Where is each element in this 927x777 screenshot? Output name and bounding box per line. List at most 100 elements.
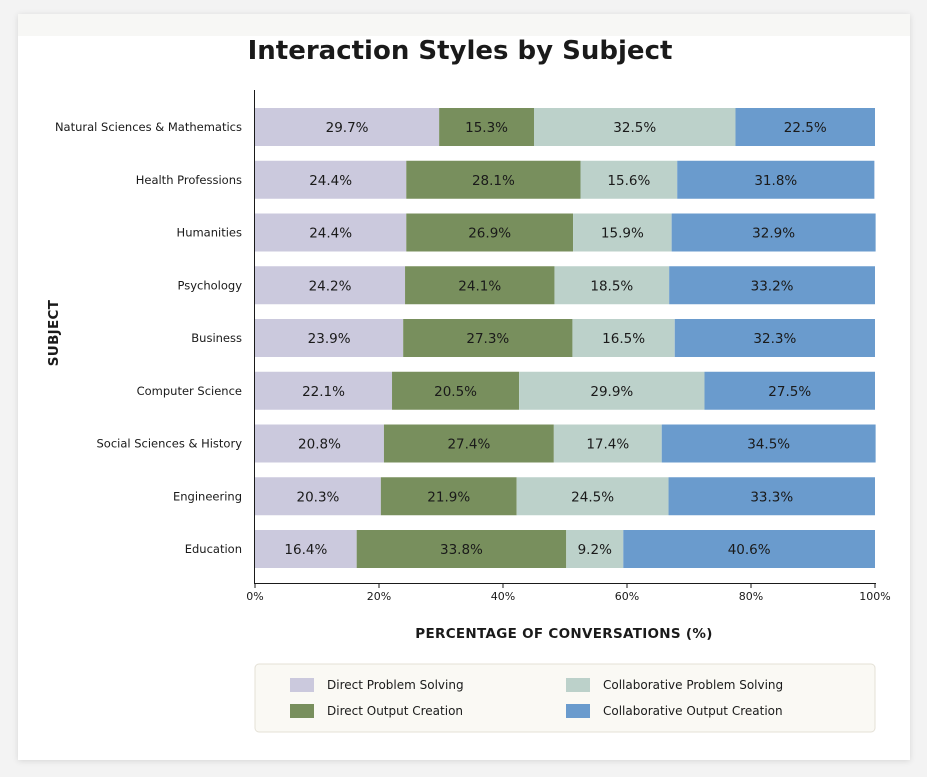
category-label: Engineering <box>173 489 242 503</box>
data-label: 32.9% <box>752 226 795 242</box>
data-label: 29.7% <box>326 120 369 136</box>
bar-segment <box>405 266 555 305</box>
bar-segment <box>553 424 662 463</box>
data-label: 21.9% <box>427 489 470 505</box>
bar-segment <box>403 319 573 357</box>
data-label: 17.4% <box>586 437 629 453</box>
data-label: 18.5% <box>590 278 633 294</box>
legend-entry: Direct Output Creation <box>327 704 463 718</box>
bar-segment <box>356 530 567 568</box>
bar-segment <box>566 530 624 568</box>
bar-segment <box>516 477 669 516</box>
x-tick-label: 100% <box>859 590 890 603</box>
bar-segment <box>519 371 705 410</box>
bar-segment <box>255 371 393 410</box>
data-label: 24.2% <box>309 278 352 294</box>
bar-segment <box>669 266 875 305</box>
chart-title: Interaction Styles by Subject <box>248 36 673 66</box>
data-label: 22.5% <box>784 120 827 136</box>
legend: Direct Problem Solving Collaborative Prob… <box>254 663 876 733</box>
bar-segment <box>671 213 876 252</box>
legend-box <box>254 663 876 733</box>
legend-swatch <box>566 704 590 718</box>
bar-segment <box>668 477 875 516</box>
data-label: 9.2% <box>578 542 612 558</box>
data-label: 33.2% <box>751 278 794 294</box>
bar-segment <box>255 160 407 199</box>
bar-segment <box>674 319 875 357</box>
x-tick-label: 20% <box>367 590 391 603</box>
data-label: 28.1% <box>472 173 515 189</box>
bar-segment <box>735 108 875 146</box>
data-label: 27.4% <box>447 437 490 453</box>
bar-segment <box>255 424 384 463</box>
bar-segment <box>580 160 678 199</box>
bar-segment <box>255 266 406 305</box>
x-tick-label: 60% <box>615 590 639 603</box>
category-label: Humanities <box>177 226 242 240</box>
bar-segment <box>255 108 440 146</box>
data-label: 29.9% <box>590 384 633 400</box>
legend-entry: Collaborative Problem Solving <box>603 678 783 692</box>
data-label: 32.5% <box>613 120 656 136</box>
data-label: 15.6% <box>607 173 650 189</box>
bar-segment <box>255 530 357 568</box>
data-label: 20.5% <box>434 384 477 400</box>
legend-swatch <box>290 678 314 692</box>
legend-swatch <box>566 678 590 692</box>
data-label: 26.9% <box>468 226 511 242</box>
bar-segment <box>406 160 581 199</box>
bar-segment <box>572 319 675 357</box>
data-label: 31.8% <box>754 173 797 189</box>
data-label: 40.6% <box>728 542 771 558</box>
card-top-band <box>18 14 910 36</box>
y-axis-title: SUBJECT <box>46 299 62 366</box>
category-label: Social Sciences & History <box>96 437 242 451</box>
data-label: 15.9% <box>601 226 644 242</box>
bar-segment <box>406 213 574 252</box>
data-label: 23.9% <box>308 331 351 347</box>
bar-segment <box>554 266 670 305</box>
data-label: 34.5% <box>747 437 790 453</box>
x-axis-ticks: 0% 20% 40% 60% 80% 100% <box>246 583 891 603</box>
legend-entry: Direct Problem Solving <box>327 678 464 692</box>
x-axis-title: PERCENTAGE OF CONVERSATIONS (%) <box>415 626 712 642</box>
legend-entry: Collaborative Output Creation <box>603 704 783 718</box>
x-tick-label: 80% <box>739 590 763 603</box>
bar-segment <box>534 108 736 146</box>
category-label: Computer Science <box>137 384 242 398</box>
category-label: Education <box>185 542 242 556</box>
category-label: Natural Sciences & Mathematics <box>55 120 242 134</box>
data-label: 24.4% <box>309 173 352 189</box>
bar-segment <box>383 424 554 463</box>
bar-segment <box>677 160 875 199</box>
bar-segment <box>661 424 876 463</box>
legend-swatch <box>290 704 314 718</box>
data-label: 24.1% <box>458 278 501 294</box>
bars-group: 29.7% 15.3% 32.5% 22.5% 24.4% 28.1% 15.6% 31.8%… <box>255 108 876 568</box>
data-label: 16.5% <box>602 331 645 347</box>
data-label: 33.8% <box>440 542 483 558</box>
data-label: 22.1% <box>302 384 345 400</box>
data-label: 16.4% <box>284 542 327 558</box>
data-label: 27.3% <box>466 331 509 347</box>
data-label: 24.4% <box>309 226 352 242</box>
bar-segment <box>573 213 672 252</box>
data-label: 15.3% <box>465 120 508 136</box>
x-tick-label: 0% <box>246 590 263 603</box>
bar-segment <box>380 477 517 516</box>
bar-segment <box>255 477 381 516</box>
bar-segment <box>255 319 404 357</box>
bar-segment <box>623 530 875 568</box>
data-label: 27.5% <box>768 384 811 400</box>
bar-segment <box>704 371 875 410</box>
x-tick-label: 40% <box>491 590 515 603</box>
data-label: 20.3% <box>296 489 339 505</box>
bar-segment <box>392 371 520 410</box>
bar-segment <box>255 213 407 252</box>
category-label: Psychology <box>177 278 242 292</box>
data-label: 24.5% <box>571 489 614 505</box>
category-labels: Natural Sciences & Mathematics Health Pro… <box>55 120 242 556</box>
category-label: Business <box>191 331 242 345</box>
